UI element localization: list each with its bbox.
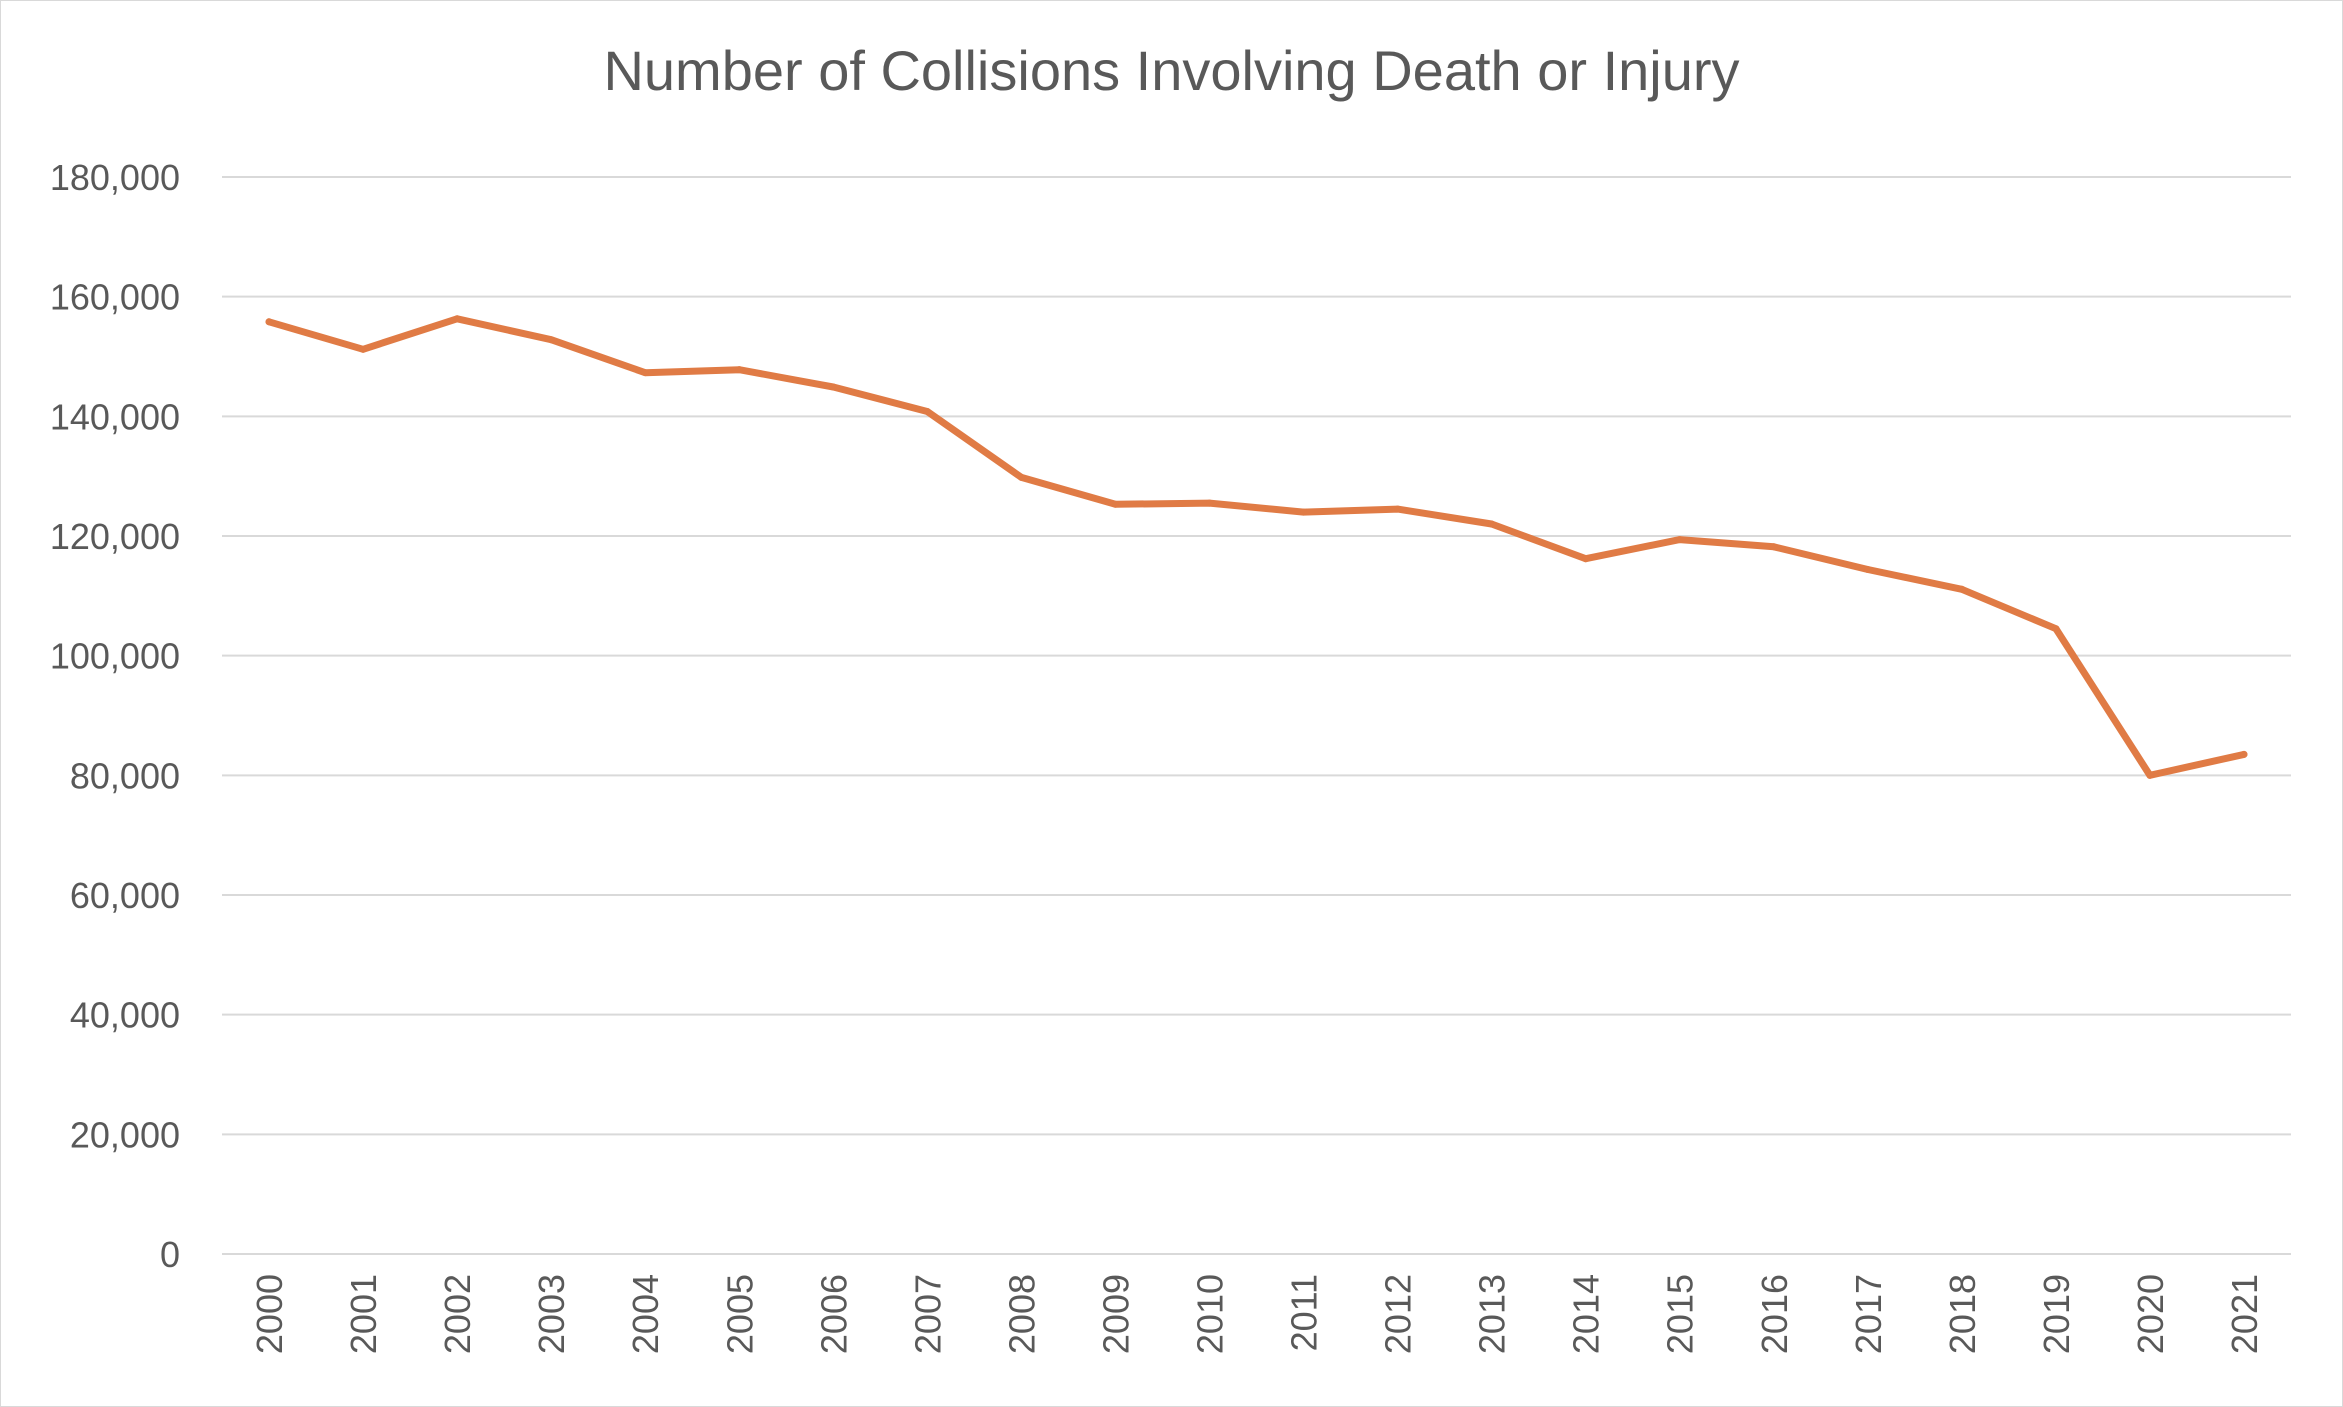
x-tick-label: 2013 [1472, 1274, 1513, 1354]
y-tick-label: 140,000 [50, 396, 180, 437]
data-point [1770, 543, 1778, 551]
data-point [1300, 508, 1308, 516]
y-tick-label: 120,000 [50, 516, 180, 557]
x-tick-label: 2011 [1284, 1274, 1325, 1351]
data-point [641, 369, 649, 377]
data-point [1864, 566, 1872, 574]
y-tick-label: 80,000 [70, 755, 180, 796]
x-tick-label: 2014 [1566, 1274, 1607, 1354]
x-tick-label: 2003 [531, 1274, 572, 1354]
x-tick-label: 2009 [1095, 1274, 1136, 1354]
data-point [1205, 499, 1213, 507]
y-tick-label: 60,000 [70, 875, 180, 916]
data-point [453, 315, 461, 323]
data-point [1017, 473, 1025, 481]
x-tick-label: 2008 [1001, 1274, 1042, 1354]
data-point [829, 383, 837, 391]
x-tick-label: 2021 [2224, 1274, 2265, 1354]
data-point [547, 336, 555, 344]
data-point [265, 318, 273, 326]
x-tick-label: 2001 [343, 1274, 384, 1354]
series-line [265, 315, 2248, 779]
x-tick-label: 2018 [1942, 1274, 1983, 1354]
x-tick-label: 2016 [1754, 1274, 1795, 1354]
data-point [1394, 505, 1402, 513]
x-tick-label: 2019 [2036, 1274, 2077, 1354]
chart-title: Number of Collisions Involving Death or … [603, 39, 1740, 102]
data-point [1676, 536, 1684, 544]
y-tick-label: 100,000 [50, 636, 180, 677]
data-point [1488, 520, 1496, 528]
data-point [2052, 625, 2060, 633]
x-tick-label: 2005 [719, 1274, 760, 1354]
y-tick-label: 0 [160, 1234, 180, 1275]
x-tick-label: 2006 [813, 1274, 854, 1354]
data-point [2146, 771, 2154, 779]
x-tick-label: 2020 [2130, 1274, 2171, 1354]
x-tick-label: 2010 [1189, 1274, 1230, 1354]
data-point [923, 408, 931, 416]
data-point [359, 345, 367, 353]
x-tick-label: 2002 [437, 1274, 478, 1354]
x-tick-label: 2017 [1848, 1274, 1889, 1354]
data-point [1111, 500, 1119, 508]
y-tick-label: 40,000 [70, 995, 180, 1036]
x-tick-label: 2000 [249, 1274, 290, 1354]
y-tick-label: 160,000 [50, 277, 180, 318]
data-point [2240, 750, 2248, 758]
data-point [1582, 555, 1590, 563]
data-point [1958, 585, 1966, 593]
x-tick-label: 2015 [1660, 1274, 1701, 1354]
data-point [735, 366, 743, 374]
y-tick-label: 20,000 [70, 1114, 180, 1155]
x-tick-label: 2004 [625, 1274, 666, 1354]
x-tick-label: 2007 [907, 1274, 948, 1354]
y-tick-label: 180,000 [50, 157, 180, 198]
x-tick-label: 2012 [1378, 1274, 1419, 1354]
